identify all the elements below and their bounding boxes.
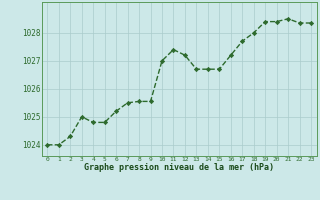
X-axis label: Graphe pression niveau de la mer (hPa): Graphe pression niveau de la mer (hPa) [84, 163, 274, 172]
